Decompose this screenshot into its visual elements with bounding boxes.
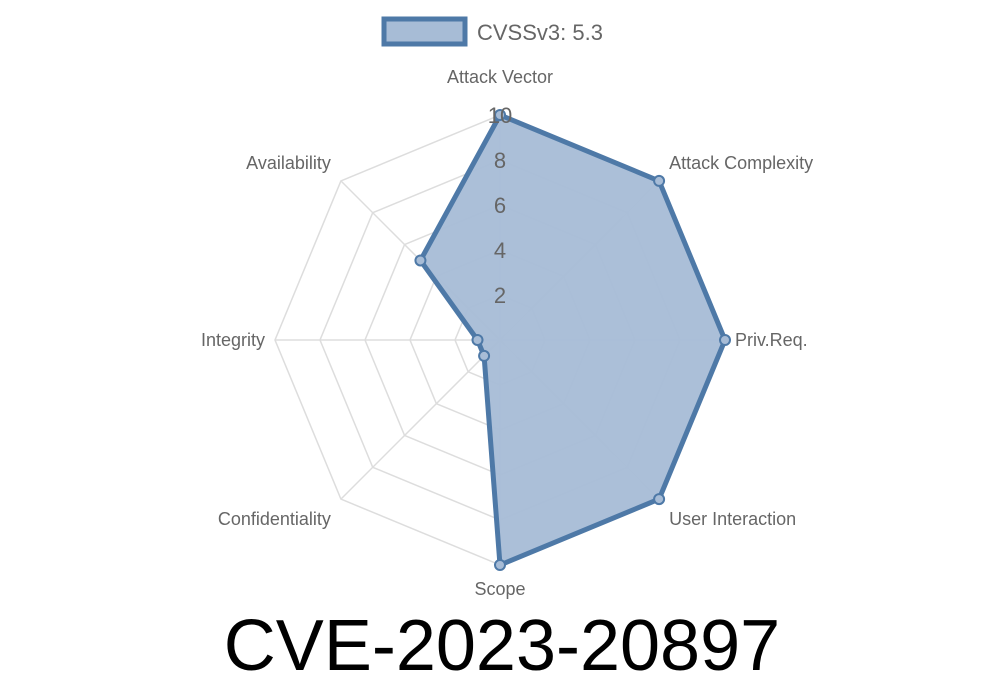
- data-point: [478, 349, 491, 362]
- axis-label: Confidentiality: [218, 509, 331, 529]
- legend[interactable]: CVSSv3: 5.3: [381, 16, 603, 47]
- chart-title: CVE-2023-20897: [224, 606, 780, 686]
- tick-label: 8: [494, 148, 506, 173]
- data-point: [414, 254, 427, 267]
- axis-label: Attack Complexity: [669, 153, 813, 173]
- data-point: [719, 334, 731, 346]
- legend-swatch: [381, 16, 468, 47]
- axis-label: Integrity: [201, 330, 265, 350]
- axis-label: Scope: [474, 579, 525, 599]
- tick-label: 6: [494, 193, 506, 218]
- axis-label: Attack Vector: [447, 67, 553, 87]
- tick-label: 2: [494, 283, 506, 308]
- axis-label: Priv.Req.: [735, 330, 808, 350]
- data-point: [494, 559, 506, 571]
- data-point: [471, 334, 484, 346]
- series-area: [414, 109, 731, 571]
- axis-label: User Interaction: [669, 509, 796, 529]
- data-point: [653, 493, 666, 506]
- data-point: [653, 174, 666, 187]
- tick-labels: 2 4 6 8 10: [488, 103, 512, 308]
- legend-label: CVSSv3: 5.3: [477, 20, 603, 45]
- axis-label: Availability: [246, 153, 331, 173]
- data-point: [494, 109, 506, 121]
- tick-label: 10: [488, 103, 512, 128]
- grid-spoke: [340, 339, 501, 500]
- tick-label: 4: [494, 238, 506, 263]
- axis-labels: Attack Vector Attack Complexity Priv.Req. U…: [201, 67, 813, 599]
